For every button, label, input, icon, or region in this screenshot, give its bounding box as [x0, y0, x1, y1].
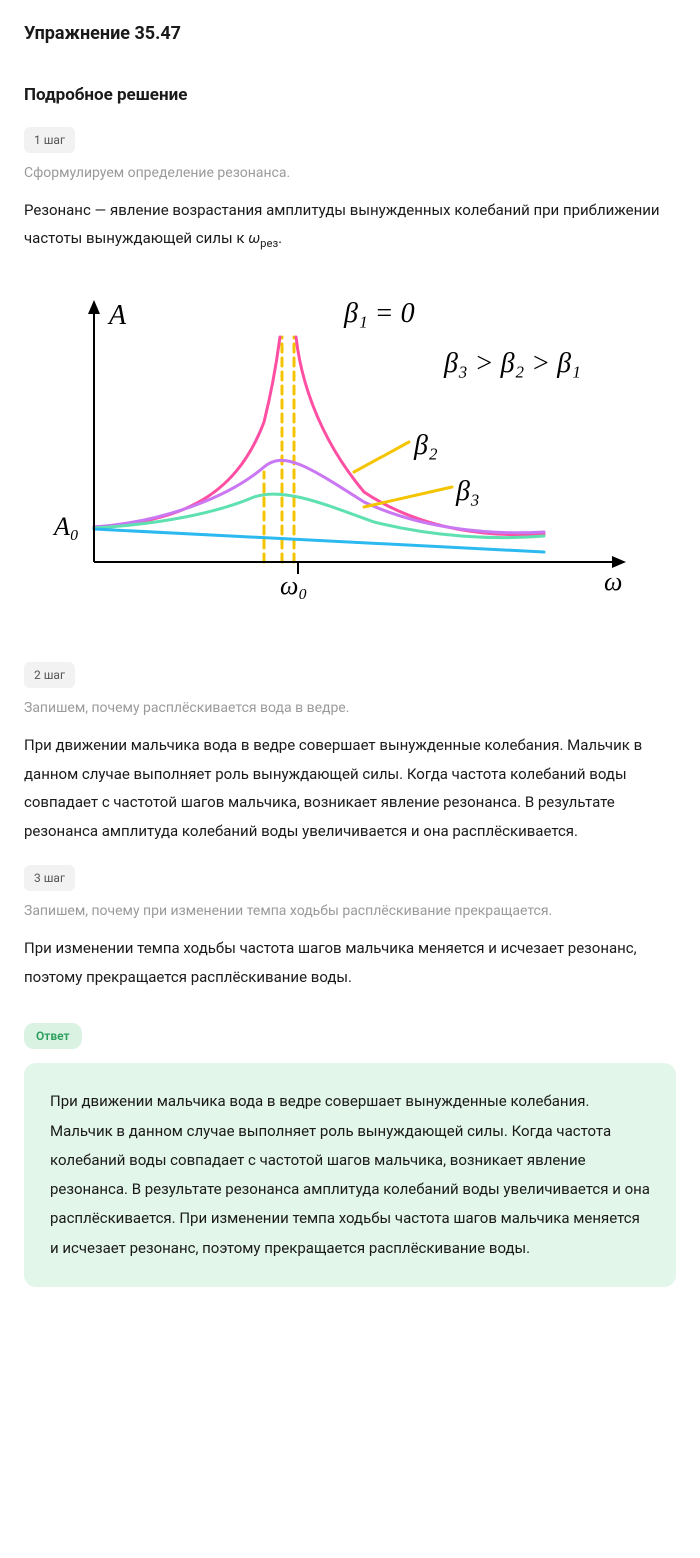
step-3: 3 шаг Запишем, почему при изменении темп… — [24, 865, 676, 991]
step-description: Сформулируем определение резонанса. — [24, 163, 676, 184]
step-text: При изменении темпа ходьбы частота шагов… — [24, 934, 676, 991]
svg-text:β₃ > β₂ > β₁: β₃ > β₂ > β₁ — [443, 348, 581, 379]
answer-badge: Ответ — [24, 1023, 82, 1049]
section-title: Подробное решение — [24, 83, 676, 109]
var-sub: рез — [260, 237, 278, 250]
svg-text:β₁ = 0: β₁ = 0 — [343, 298, 415, 329]
step-1: 1 шаг Сформулируем определение резонанса… — [24, 127, 676, 255]
step-description: Запишем, почему расплёскивается вода в в… — [24, 698, 676, 719]
text-prefix: Резонанс — явление возрастания амплитуды… — [24, 201, 660, 248]
svg-text:ω₀: ω₀ — [280, 571, 307, 600]
svg-text:A₀: A₀ — [52, 512, 79, 541]
text-suffix: . — [278, 229, 282, 247]
step-badge: 2 шаг — [24, 662, 75, 688]
svg-text:β₂: β₂ — [413, 430, 438, 461]
step-badge: 1 шаг — [24, 127, 75, 153]
answer-box: При движении мальчика вода в ведре совер… — [24, 1063, 676, 1287]
resonance-chart: Aω A₀ ω₀ β₁ = 0 β₃ > β₂ > β₁ β₂ β₃ — [24, 282, 676, 622]
exercise-title: Упражнение 35.47 — [24, 20, 676, 47]
svg-text:β₃: β₃ — [455, 476, 480, 507]
step-text: При движении мальчика вода в ведре совер… — [24, 731, 676, 845]
step-description: Запишем, почему при изменении темпа ходь… — [24, 901, 676, 922]
svg-text:ω: ω — [604, 567, 622, 596]
step-2: 2 шаг Запишем, почему расплёскивается во… — [24, 662, 676, 845]
step-badge: 3 шаг — [24, 865, 75, 891]
chart-svg: Aω A₀ ω₀ β₁ = 0 β₃ > β₂ > β₁ β₂ β₃ — [24, 282, 664, 622]
svg-text:A: A — [107, 300, 127, 331]
var-omega: ω — [248, 229, 260, 247]
step-text: Резонанс — явление возрастания амплитуды… — [24, 196, 676, 255]
